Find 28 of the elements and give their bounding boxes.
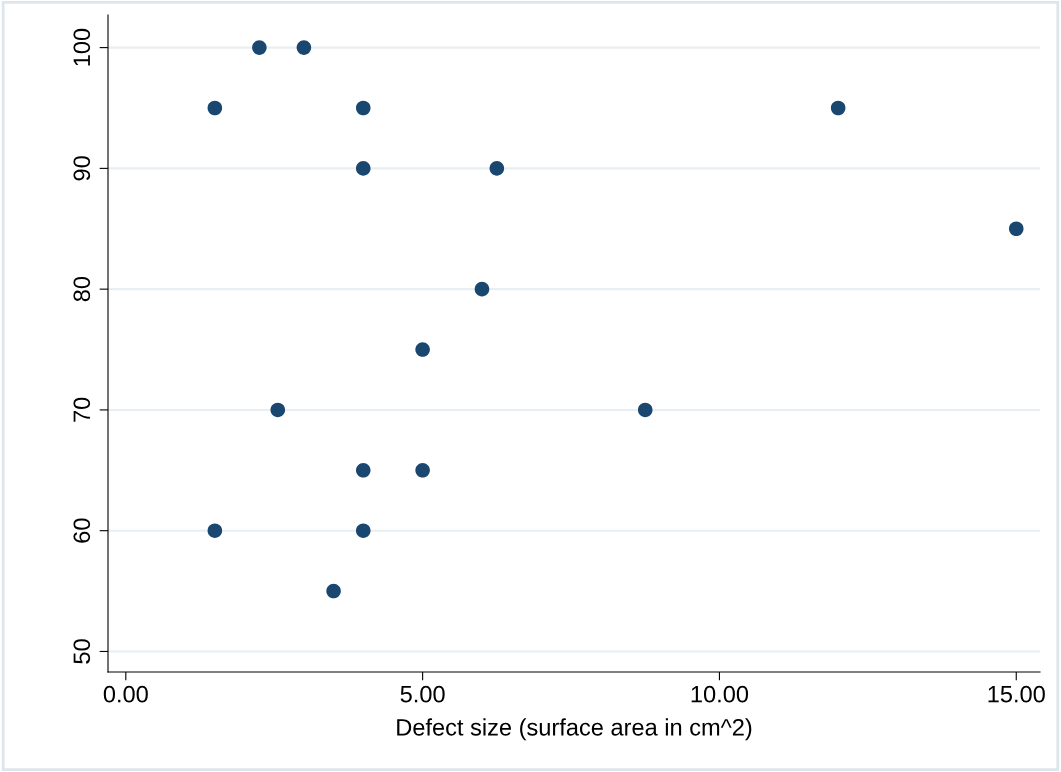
point xyxy=(355,161,371,176)
point xyxy=(830,100,846,116)
y-tick-label: 70 xyxy=(73,397,91,422)
x-axis-title: Defect size (surface area in cm^2) xyxy=(397,718,752,741)
point xyxy=(637,402,653,418)
point xyxy=(296,40,312,55)
point xyxy=(489,161,505,176)
point xyxy=(415,342,430,357)
y-tick-label: 90 xyxy=(73,156,91,181)
point xyxy=(207,100,223,116)
y-tick-label: 80 xyxy=(73,276,91,302)
y-tick-label: 50 xyxy=(73,639,91,664)
point xyxy=(326,583,341,599)
point xyxy=(415,463,430,478)
x-tick-label: 15.00 xyxy=(988,685,1045,703)
x-tick-label: 0.00 xyxy=(103,685,148,703)
y-tick-label: 100 xyxy=(73,28,91,66)
point xyxy=(474,281,490,297)
x-tick-label: 10.00 xyxy=(691,685,749,703)
point xyxy=(1008,221,1024,237)
point xyxy=(355,523,371,538)
point xyxy=(252,40,267,55)
x-tick-label: 5.00 xyxy=(400,685,445,703)
point xyxy=(355,463,371,478)
point xyxy=(207,523,223,538)
point xyxy=(355,100,371,116)
point xyxy=(270,402,286,418)
y-tick-label: 60 xyxy=(73,518,91,543)
